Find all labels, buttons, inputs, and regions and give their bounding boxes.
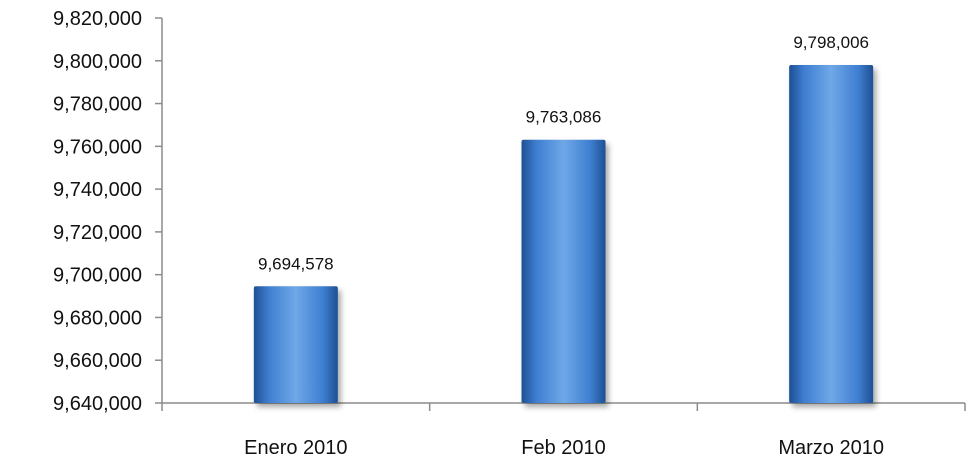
y-tick-label: 9,660,000 xyxy=(53,350,142,372)
y-tick-label: 9,780,000 xyxy=(53,94,142,116)
x-tick-label: Enero 2010 xyxy=(244,437,347,459)
bar xyxy=(789,65,874,403)
bar xyxy=(521,139,606,403)
x-axis: Enero 2010 Feb 2010 Marzo 2010 xyxy=(161,402,966,459)
y-tick-label: 9,640,000 xyxy=(53,393,142,415)
data-label: 9,763,086 xyxy=(526,108,602,127)
x-tick-label: Marzo 2010 xyxy=(778,437,884,459)
y-tick-label: 9,820,000 xyxy=(53,8,142,30)
data-label: 9,798,006 xyxy=(793,33,869,52)
y-tick-label: 9,800,000 xyxy=(53,51,142,73)
y-tick-label: 9,740,000 xyxy=(53,179,142,201)
x-tick-label: Feb 2010 xyxy=(521,437,606,459)
y-tick-label: 9,700,000 xyxy=(53,265,142,287)
y-tick-label: 9,680,000 xyxy=(53,307,142,329)
y-axis: 9,640,000 9,660,000 9,680,000 9,700,000 9,72… xyxy=(53,8,163,415)
data-labels: 9,694,578 9,763,086 9,798,006 xyxy=(258,33,869,273)
y-tick-label: 9,720,000 xyxy=(53,222,142,244)
y-tick-label: 9,760,000 xyxy=(53,136,142,158)
bars xyxy=(253,65,874,403)
bar xyxy=(253,286,338,403)
data-label: 9,694,578 xyxy=(258,254,334,273)
